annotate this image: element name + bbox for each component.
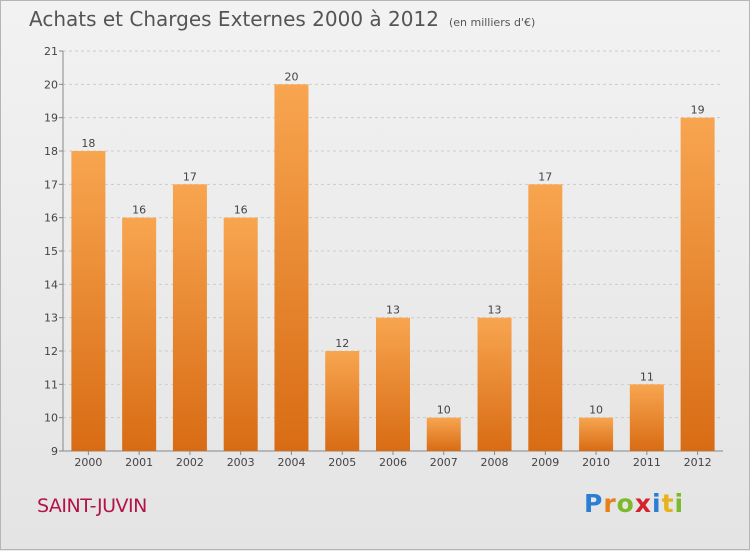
bar-value-label: 10 bbox=[437, 404, 451, 417]
logo-letter: t bbox=[661, 489, 675, 518]
bar bbox=[579, 417, 614, 451]
bar-value-label: 16 bbox=[132, 204, 146, 217]
x-tick-label: 2012 bbox=[684, 456, 712, 469]
logo-letter: x bbox=[634, 489, 652, 518]
y-tick-label: 16 bbox=[44, 212, 58, 225]
chart-title-text: Achats et Charges Externes 2000 à 2012 bbox=[29, 7, 439, 31]
y-tick-label: 13 bbox=[44, 312, 58, 325]
bar-value-label: 12 bbox=[335, 337, 349, 350]
logo-letter: P bbox=[584, 489, 604, 518]
x-tick-label: 2004 bbox=[277, 456, 305, 469]
x-tick-label: 2008 bbox=[481, 456, 509, 469]
bar bbox=[274, 84, 309, 451]
y-tick-label: 11 bbox=[44, 378, 58, 391]
x-tick-label: 2011 bbox=[633, 456, 661, 469]
bar bbox=[172, 184, 207, 452]
bar bbox=[223, 217, 258, 451]
x-tick-label: 2000 bbox=[74, 456, 102, 469]
bar-value-label: 16 bbox=[234, 204, 248, 217]
y-tick-label: 12 bbox=[44, 345, 58, 358]
y-tick-label: 9 bbox=[51, 445, 58, 458]
y-tick-label: 19 bbox=[44, 112, 58, 125]
logo-letter: i bbox=[674, 489, 685, 518]
bar bbox=[680, 117, 715, 452]
x-tick-label: 2006 bbox=[379, 456, 407, 469]
y-tick-label: 14 bbox=[44, 278, 58, 291]
bar bbox=[376, 317, 410, 451]
logo-letter: i bbox=[652, 489, 662, 518]
y-tick-label: 17 bbox=[44, 178, 58, 191]
bar-value-label: 11 bbox=[640, 370, 654, 383]
bar bbox=[629, 384, 664, 451]
chart-title: Achats et Charges Externes 2000 à 2012 (e… bbox=[29, 7, 535, 31]
bar-value-label: 19 bbox=[691, 104, 705, 117]
x-tick-label: 2009 bbox=[531, 456, 559, 469]
bar-value-label: 13 bbox=[488, 304, 502, 317]
logo-letter: o bbox=[616, 489, 635, 518]
bar-value-label: 17 bbox=[538, 170, 552, 183]
x-tick-label: 2002 bbox=[176, 456, 204, 469]
bar-value-label: 13 bbox=[386, 304, 400, 317]
bar bbox=[426, 417, 461, 451]
bar bbox=[528, 184, 563, 452]
y-tick-label: 10 bbox=[44, 412, 58, 425]
bar-value-label: 20 bbox=[284, 70, 298, 83]
y-tick-label: 15 bbox=[44, 245, 58, 258]
x-tick-label: 2007 bbox=[430, 456, 458, 469]
logo-letter: r bbox=[603, 489, 617, 518]
y-tick-label: 21 bbox=[44, 45, 58, 58]
bar bbox=[477, 317, 512, 451]
bar bbox=[325, 351, 360, 451]
bar bbox=[122, 217, 157, 451]
chart-unit: (en milliers d'€) bbox=[448, 16, 536, 29]
y-tick-label: 20 bbox=[44, 78, 58, 91]
x-tick-label: 2010 bbox=[582, 456, 610, 469]
bar-value-label: 10 bbox=[589, 404, 603, 417]
x-tick-label: 2003 bbox=[227, 456, 255, 469]
bar bbox=[71, 151, 106, 451]
town-name: SAINT-JUVIN bbox=[37, 495, 147, 517]
bar-value-label: 18 bbox=[81, 137, 95, 150]
x-tick-label: 2001 bbox=[125, 456, 153, 469]
x-tick-label: 2005 bbox=[328, 456, 356, 469]
y-tick-label: 18 bbox=[44, 145, 58, 158]
proxiti-logo[interactable]: Proxiti bbox=[584, 489, 684, 518]
bar-value-label: 17 bbox=[183, 170, 197, 183]
